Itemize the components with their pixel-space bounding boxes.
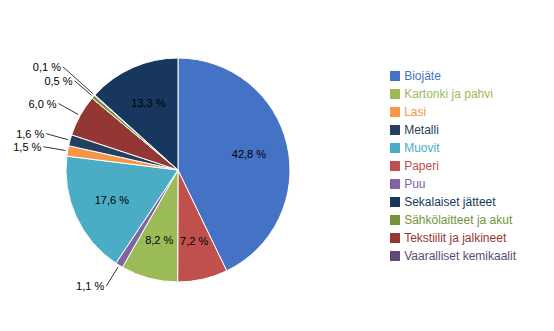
svg-text:0,5 %: 0,5 % [44,75,72,87]
html-text:Biojäte: Biojäte [404,68,441,83]
svg-text:42,8 %: 42,8 % [232,148,266,160]
svg-text:6,0 %: 6,0 % [28,98,56,110]
html-text:Lasi: Lasi [404,104,427,119]
html-text:Sekalaiset jätteet: Sekalaiset jätteet [404,194,496,209]
svg-text:17,6 %: 17,6 % [95,194,129,206]
svg-text:7,2 %: 7,2 % [180,235,208,247]
html-text:Tekstiilit ja jalkineet: Tekstiilit ja jalkineet [404,230,507,245]
svg-text:1,1 %: 1,1 % [76,280,104,292]
html-text:Metalli: Metalli [404,122,439,137]
svg-text:8,2 %: 8,2 % [145,234,173,246]
html-text:Puu: Puu [404,176,426,191]
svg-text:13,3 %: 13,3 % [131,97,165,109]
html-text:Muovit: Muovit [404,140,440,155]
html-text:Kartonki ja pahvi: Kartonki ja pahvi [404,86,493,101]
html-text:Paperi: Paperi [404,158,439,173]
svg-text:1,5 %: 1,5 % [13,141,41,153]
svg-text:0,1 %: 0,1 % [33,61,61,73]
html-text:Vaaralliset kemikaalit: Vaaralliset kemikaalit [404,248,516,263]
html-text:Sähkölaitteet ja akut: Sähkölaitteet ja akut [404,212,513,227]
svg-text:1,6 %: 1,6 % [16,128,44,140]
